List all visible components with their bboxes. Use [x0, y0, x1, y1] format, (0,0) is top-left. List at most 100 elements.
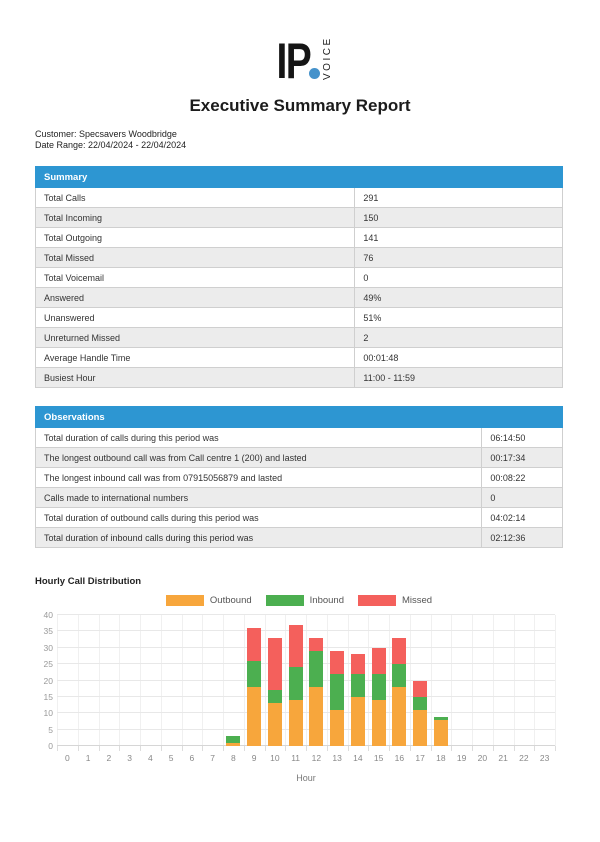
- row-value: 0: [354, 267, 563, 288]
- x-axis-tick: [472, 746, 473, 751]
- grid-line-vertical: [368, 615, 370, 746]
- chart-plot: 0 5 10 15 20 25 30 35 40 0 1 2 3 4 5 6 7 8 9 10 11 12 13 14 15 16…: [44, 610, 556, 783]
- table-row: Average Handle Time 00:01:48: [34, 347, 563, 368]
- legend-swatch-inbound-icon: [265, 594, 304, 606]
- x-axis-label: 14: [353, 753, 363, 763]
- row-label: Busiest Hour: [34, 367, 356, 388]
- row-label: Average Handle Time: [34, 347, 356, 368]
- x-axis-label: 19: [456, 753, 467, 763]
- y-axis-label: 25: [43, 659, 53, 670]
- row-label: Calls made to international numbers: [34, 487, 483, 508]
- bar-hour-15-outbound: [371, 700, 386, 746]
- grid-line-vertical: [181, 615, 183, 746]
- table-row: Unanswered 51%: [34, 307, 563, 328]
- y-axis-label: 10: [43, 708, 53, 719]
- y-axis-label: 0: [48, 741, 53, 751]
- bar-hour-9-outbound: [247, 687, 262, 746]
- x-axis-tick: [451, 746, 453, 751]
- table-row: Calls made to international numbers 0: [34, 487, 563, 508]
- row-value: 2: [354, 327, 563, 348]
- bar-hour-9-inbound: [247, 660, 262, 688]
- bar-hour-10-outbound: [267, 703, 282, 746]
- table-row: Answered 49%: [34, 287, 563, 308]
- x-axis-label: 3: [127, 753, 132, 763]
- grid-line-vertical: [160, 615, 162, 746]
- grid-line-vertical: [492, 615, 494, 746]
- x-axis-tick: [409, 746, 411, 751]
- x-axis-tick: [119, 746, 121, 751]
- bar-hour-17-missed: [413, 680, 428, 697]
- row-label: Total duration of calls during this peri…: [34, 427, 483, 448]
- x-axis-tick: [430, 746, 432, 751]
- legend-item-inbound: Inbound: [265, 594, 344, 606]
- x-axis-label: 10: [270, 753, 280, 763]
- x-axis-label: 9: [251, 753, 257, 763]
- x-axis-tick: [285, 746, 287, 751]
- row-label: Unanswered: [34, 307, 356, 328]
- bar-hour-8-inbound: [226, 736, 241, 743]
- bar-hour-9-missed: [247, 628, 262, 661]
- grid-line-vertical: [243, 615, 245, 746]
- x-axis-label: 18: [436, 753, 446, 763]
- x-axis-tick: [181, 746, 183, 751]
- row-value: 141: [354, 227, 563, 248]
- row-label: Total Outgoing: [34, 227, 356, 248]
- x-axis-label: 22: [519, 753, 529, 763]
- x-axis-title: Hour: [296, 773, 316, 783]
- table-row: Busiest Hour 11:00 - 11:59: [34, 367, 563, 388]
- logo-voice-text: VOICE: [322, 36, 334, 80]
- bar-hour-15-missed: [371, 647, 386, 674]
- grid-line-vertical: [409, 615, 411, 746]
- x-axis-tick: [326, 746, 328, 751]
- bar-hour-16-outbound: [392, 687, 407, 746]
- table-row: The longest inbound call was from 079150…: [34, 467, 563, 488]
- table-row: Total Calls 291: [34, 187, 563, 208]
- grid-line-vertical: [77, 615, 79, 746]
- x-axis-label: 2: [106, 753, 112, 763]
- x-axis-tick: [306, 746, 307, 751]
- grid-line-horizontal: [57, 728, 555, 730]
- x-axis-label: 15: [373, 753, 384, 763]
- grid-line-vertical: [326, 615, 328, 746]
- customer-line: Customer: Specsavers Woodbridge: [35, 129, 177, 139]
- row-value: 76: [354, 247, 563, 268]
- report-meta: Customer: Specsavers Woodbridge Date Ran…: [35, 129, 563, 151]
- date-range-line: Date Range: 22/04/2024 - 22/04/2024: [35, 140, 187, 150]
- x-axis-tick: [389, 746, 390, 751]
- grid-line-horizontal: [57, 614, 555, 615]
- bar-hour-13-outbound: [330, 709, 345, 746]
- x-axis-label: 5: [168, 753, 174, 763]
- row-label: Total Incoming: [34, 207, 356, 228]
- x-axis-label: 16: [394, 753, 405, 763]
- grid-line-horizontal: [57, 712, 555, 714]
- row-value: 00:01:48: [354, 347, 563, 368]
- chart-title: Hourly Call Distribution: [35, 576, 142, 587]
- grid-line-vertical: [140, 615, 141, 746]
- row-label: Total Voicemail: [34, 267, 356, 288]
- bar-hour-11-missed: [288, 624, 303, 668]
- bar-hour-10-missed: [267, 637, 282, 691]
- x-axis-label: 4: [148, 753, 153, 763]
- row-value: 04:02:14: [481, 507, 563, 528]
- hourly-call-distribution-chart: Hourly Call Distribution Outbound Inbound…: [35, 576, 563, 783]
- x-axis-label: 21: [498, 753, 508, 763]
- x-axis-label: 8: [231, 753, 236, 763]
- x-axis-tick: [513, 746, 515, 751]
- grid-line-vertical: [472, 615, 473, 746]
- legend-swatch-missed-icon: [357, 594, 396, 606]
- grid-line-vertical: [57, 615, 58, 746]
- legend-swatch-outbound-icon: [165, 594, 204, 606]
- x-axis-label: 0: [65, 753, 70, 763]
- bar-hour-16-inbound: [392, 664, 407, 688]
- x-axis-label: 13: [332, 753, 342, 763]
- bar-hour-12-missed: [309, 637, 324, 652]
- table-row: Total duration of calls during this peri…: [34, 427, 563, 448]
- grid-line-vertical: [430, 615, 432, 746]
- x-axis-tick: [555, 746, 556, 751]
- row-label: Unreturned Missed: [34, 327, 356, 348]
- x-axis-label: 12: [311, 753, 322, 763]
- bar-hour-17-inbound: [413, 696, 428, 710]
- x-axis-label: 7: [210, 753, 215, 763]
- row-value: 11:00 - 11:59: [354, 367, 563, 388]
- y-axis-label: 15: [43, 691, 53, 702]
